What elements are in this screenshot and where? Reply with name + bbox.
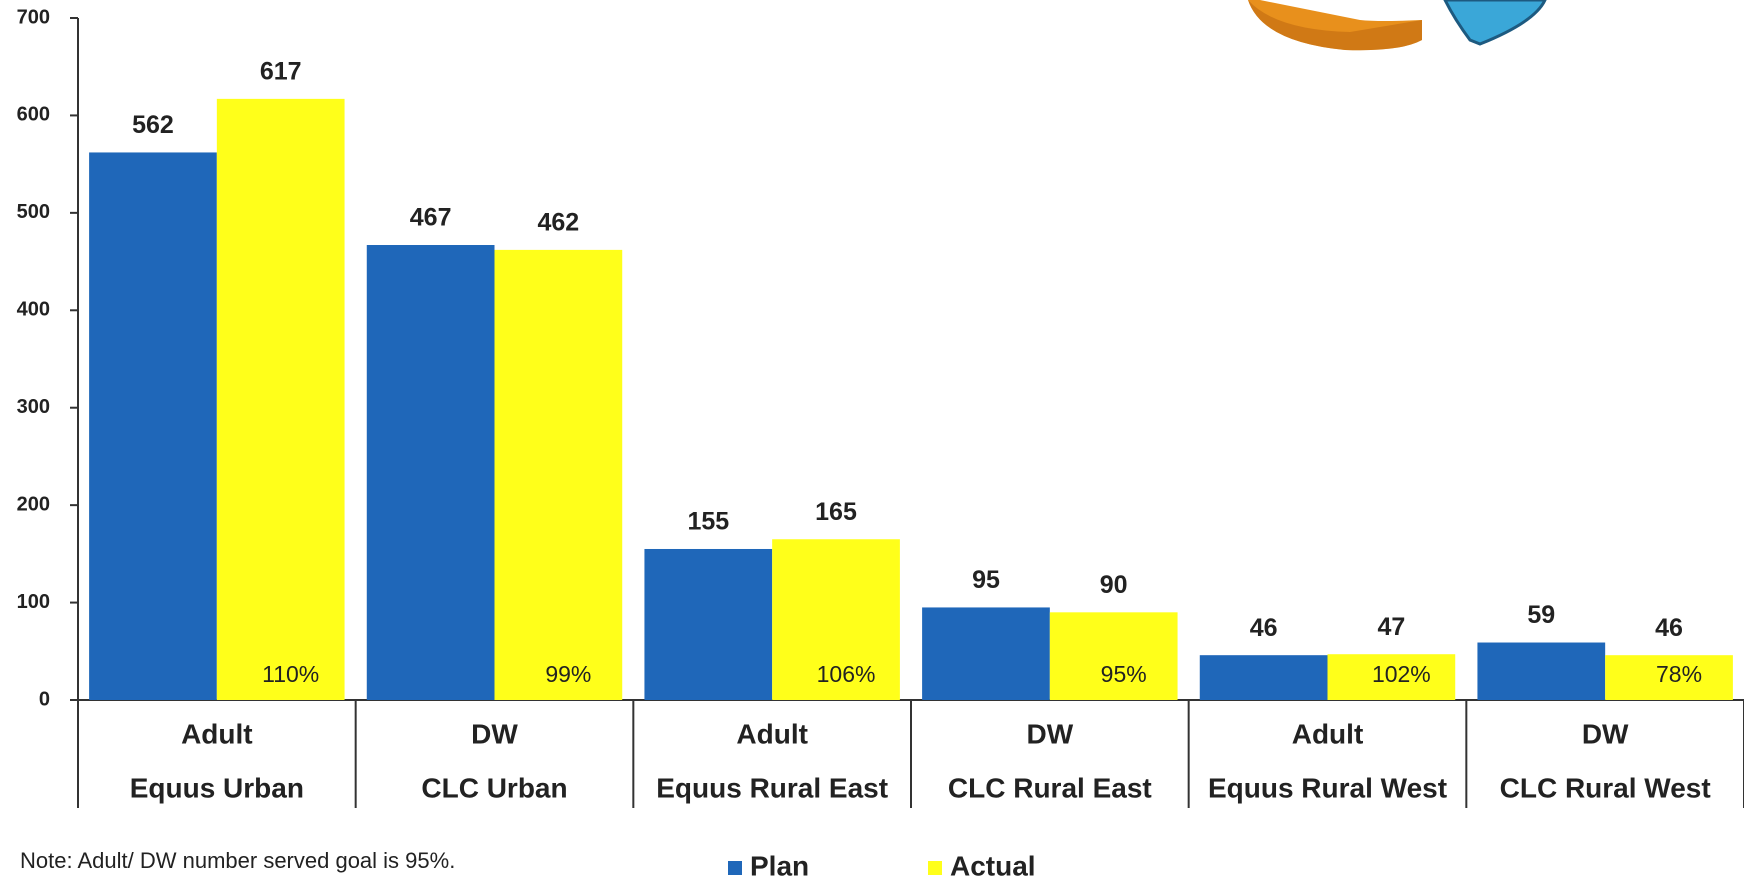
x-category-label: Equus Rural East	[656, 772, 888, 803]
bar	[1199, 655, 1328, 700]
x-subcategory-label: DW	[471, 718, 518, 749]
bar	[922, 607, 1050, 700]
x-subcategory-label: DW	[1027, 718, 1074, 749]
y-tick-label: 0	[39, 688, 50, 710]
y-tick-label: 600	[17, 104, 50, 126]
y-tick-label: 300	[17, 396, 50, 418]
pie-slice	[1443, 0, 1547, 46]
data-label: 155	[687, 508, 729, 536]
attainment-label: 99%	[545, 661, 591, 687]
bar	[216, 98, 345, 700]
x-category-label: CLC Rural West	[1500, 772, 1711, 803]
attainment-label: 102%	[1372, 661, 1431, 687]
bar	[1327, 654, 1456, 700]
data-label: 562	[132, 111, 174, 139]
bar	[1477, 642, 1606, 700]
data-label: 617	[260, 57, 302, 85]
bar	[494, 249, 623, 700]
attainment-label: 95%	[1101, 661, 1147, 687]
x-category-label: Equus Urban	[130, 772, 304, 803]
x-subcategory-label: Adult	[181, 718, 253, 749]
x-subcategory-label: DW	[1582, 718, 1629, 749]
y-tick-label: 100	[17, 591, 50, 613]
data-label: 467	[410, 204, 452, 232]
x-category-label: CLC Rural East	[948, 772, 1152, 803]
bar	[772, 539, 900, 700]
y-tick-label: 500	[17, 201, 50, 223]
x-category-label: Equus Rural West	[1208, 772, 1447, 803]
legend-swatch	[928, 861, 942, 875]
data-label: 462	[538, 208, 580, 236]
y-tick-label: 700	[17, 6, 50, 28]
bar	[644, 548, 773, 700]
note: Note: Adult/ DW number served goal is 95…	[20, 848, 455, 873]
pie-fragment	[1248, 0, 1547, 51]
attainment-label: 78%	[1656, 661, 1702, 687]
x-category-label: CLC Urban	[421, 772, 567, 803]
bar	[1049, 612, 1178, 700]
legend-label: Plan	[750, 850, 809, 881]
attainment-label: 110%	[262, 661, 319, 687]
pie-slice-side	[1248, 0, 1422, 51]
data-label: 46	[1655, 614, 1683, 642]
bar	[89, 152, 217, 701]
data-label: 95	[972, 566, 1000, 594]
legend-label: Actual	[950, 850, 1036, 881]
data-label: 46	[1250, 614, 1278, 642]
bar	[1605, 655, 1733, 700]
bar	[366, 245, 495, 700]
x-subcategory-label: Adult	[1292, 718, 1364, 749]
y-tick-label: 200	[17, 493, 50, 515]
data-label: 47	[1377, 613, 1405, 641]
data-label: 90	[1100, 571, 1128, 599]
legend-swatch	[728, 861, 742, 875]
data-label: 165	[815, 498, 857, 526]
x-subcategory-label: Adult	[736, 718, 808, 749]
data-label: 59	[1527, 601, 1555, 629]
attainment-label: 106%	[817, 661, 876, 687]
y-tick-label: 400	[17, 299, 50, 321]
